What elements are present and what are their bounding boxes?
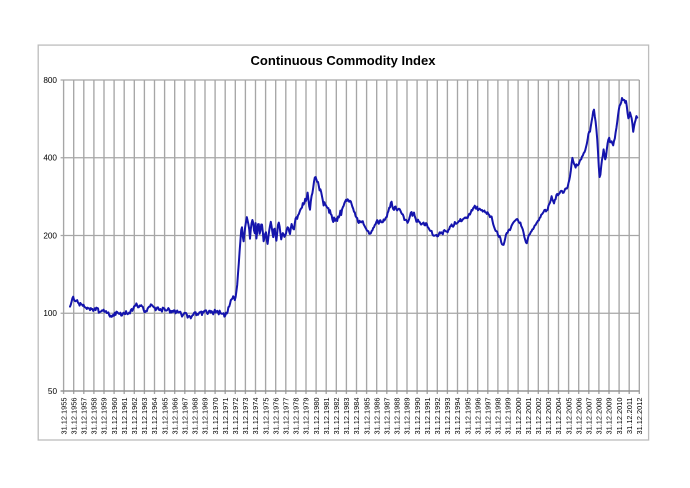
svg-text:31.12.2011: 31.12.2011 (625, 398, 634, 434)
svg-text:31.12.1973: 31.12.1973 (241, 398, 250, 435)
svg-text:31.12.2005: 31.12.2005 (564, 398, 573, 435)
svg-text:31.12.1983: 31.12.1983 (342, 398, 351, 435)
svg-text:31.12.1974: 31.12.1974 (251, 398, 260, 435)
svg-text:31.12.1958: 31.12.1958 (90, 398, 99, 435)
svg-text:31.12.1988: 31.12.1988 (393, 398, 402, 435)
svg-text:31.12.2007: 31.12.2007 (585, 398, 594, 435)
svg-text:100: 100 (43, 309, 57, 318)
svg-text:31.12.1993: 31.12.1993 (443, 398, 452, 435)
svg-text:31.12.1982: 31.12.1982 (332, 398, 341, 435)
svg-text:31.12.1979: 31.12.1979 (302, 398, 311, 435)
svg-text:31.12.2009: 31.12.2009 (605, 398, 614, 435)
svg-text:31.12.1990: 31.12.1990 (413, 398, 422, 435)
svg-text:31.12.2004: 31.12.2004 (554, 398, 563, 435)
svg-text:31.12.1971: 31.12.1971 (221, 398, 230, 435)
svg-text:31.12.1967: 31.12.1967 (181, 398, 190, 435)
svg-text:31.12.1981: 31.12.1981 (322, 398, 331, 435)
svg-text:31.12.1998: 31.12.1998 (494, 398, 503, 435)
svg-text:31.12.1966: 31.12.1966 (170, 398, 179, 435)
svg-text:31.12.1977: 31.12.1977 (282, 398, 291, 435)
svg-text:31.12.1970: 31.12.1970 (211, 398, 220, 435)
svg-text:31.12.1976: 31.12.1976 (271, 398, 280, 435)
svg-text:31.12.1972: 31.12.1972 (231, 398, 240, 435)
svg-text:31.12.1968: 31.12.1968 (191, 398, 200, 435)
svg-text:31.12.2001: 31.12.2001 (524, 398, 533, 435)
svg-text:31.12.1995: 31.12.1995 (463, 398, 472, 435)
svg-text:31.12.1963: 31.12.1963 (140, 398, 149, 435)
svg-text:31.12.1985: 31.12.1985 (362, 398, 371, 435)
svg-text:800: 800 (43, 76, 57, 85)
svg-text:Continuous Commodity Index: Continuous Commodity Index (251, 53, 437, 68)
svg-text:400: 400 (43, 154, 57, 163)
svg-text:31.12.1984: 31.12.1984 (352, 398, 361, 435)
svg-text:31.12.1997: 31.12.1997 (484, 398, 493, 435)
svg-text:31.12.1989: 31.12.1989 (403, 398, 412, 435)
svg-text:31.12.2006: 31.12.2006 (574, 398, 583, 435)
svg-text:31.12.2008: 31.12.2008 (595, 398, 604, 435)
svg-text:31.12.1991: 31.12.1991 (423, 398, 432, 435)
svg-text:200: 200 (43, 231, 57, 240)
svg-text:31.12.1986: 31.12.1986 (372, 398, 381, 435)
svg-text:31.12.1959: 31.12.1959 (100, 398, 109, 435)
svg-text:31.12.1999: 31.12.1999 (504, 398, 513, 435)
svg-text:31.12.1975: 31.12.1975 (261, 398, 270, 435)
svg-text:31.12.1956: 31.12.1956 (69, 398, 78, 435)
svg-text:31.12.2010: 31.12.2010 (615, 398, 624, 435)
svg-text:31.12.1992: 31.12.1992 (433, 398, 442, 435)
svg-text:31.12.1962: 31.12.1962 (130, 398, 139, 435)
svg-text:31.12.1978: 31.12.1978 (292, 398, 301, 435)
svg-text:31.12.1980: 31.12.1980 (312, 398, 321, 435)
svg-text:31.12.2000: 31.12.2000 (514, 398, 523, 435)
svg-text:31.12.1994: 31.12.1994 (453, 398, 462, 435)
svg-text:31.12.1965: 31.12.1965 (160, 398, 169, 435)
svg-text:31.12.2002: 31.12.2002 (534, 398, 543, 435)
svg-text:31.12.1957: 31.12.1957 (80, 398, 89, 435)
svg-text:31.12.1969: 31.12.1969 (201, 398, 210, 435)
svg-text:31.12.1964: 31.12.1964 (150, 398, 159, 435)
svg-text:31.12.1987: 31.12.1987 (383, 398, 392, 435)
svg-text:31.12.1961: 31.12.1961 (120, 398, 129, 435)
svg-text:50: 50 (48, 387, 58, 396)
svg-text:31.12.1955: 31.12.1955 (59, 398, 68, 435)
svg-text:31.12.2012: 31.12.2012 (635, 398, 644, 435)
svg-text:31.12.1996: 31.12.1996 (473, 398, 482, 435)
svg-text:31.12.2003: 31.12.2003 (544, 398, 553, 435)
svg-text:31.12.1960: 31.12.1960 (110, 398, 119, 435)
